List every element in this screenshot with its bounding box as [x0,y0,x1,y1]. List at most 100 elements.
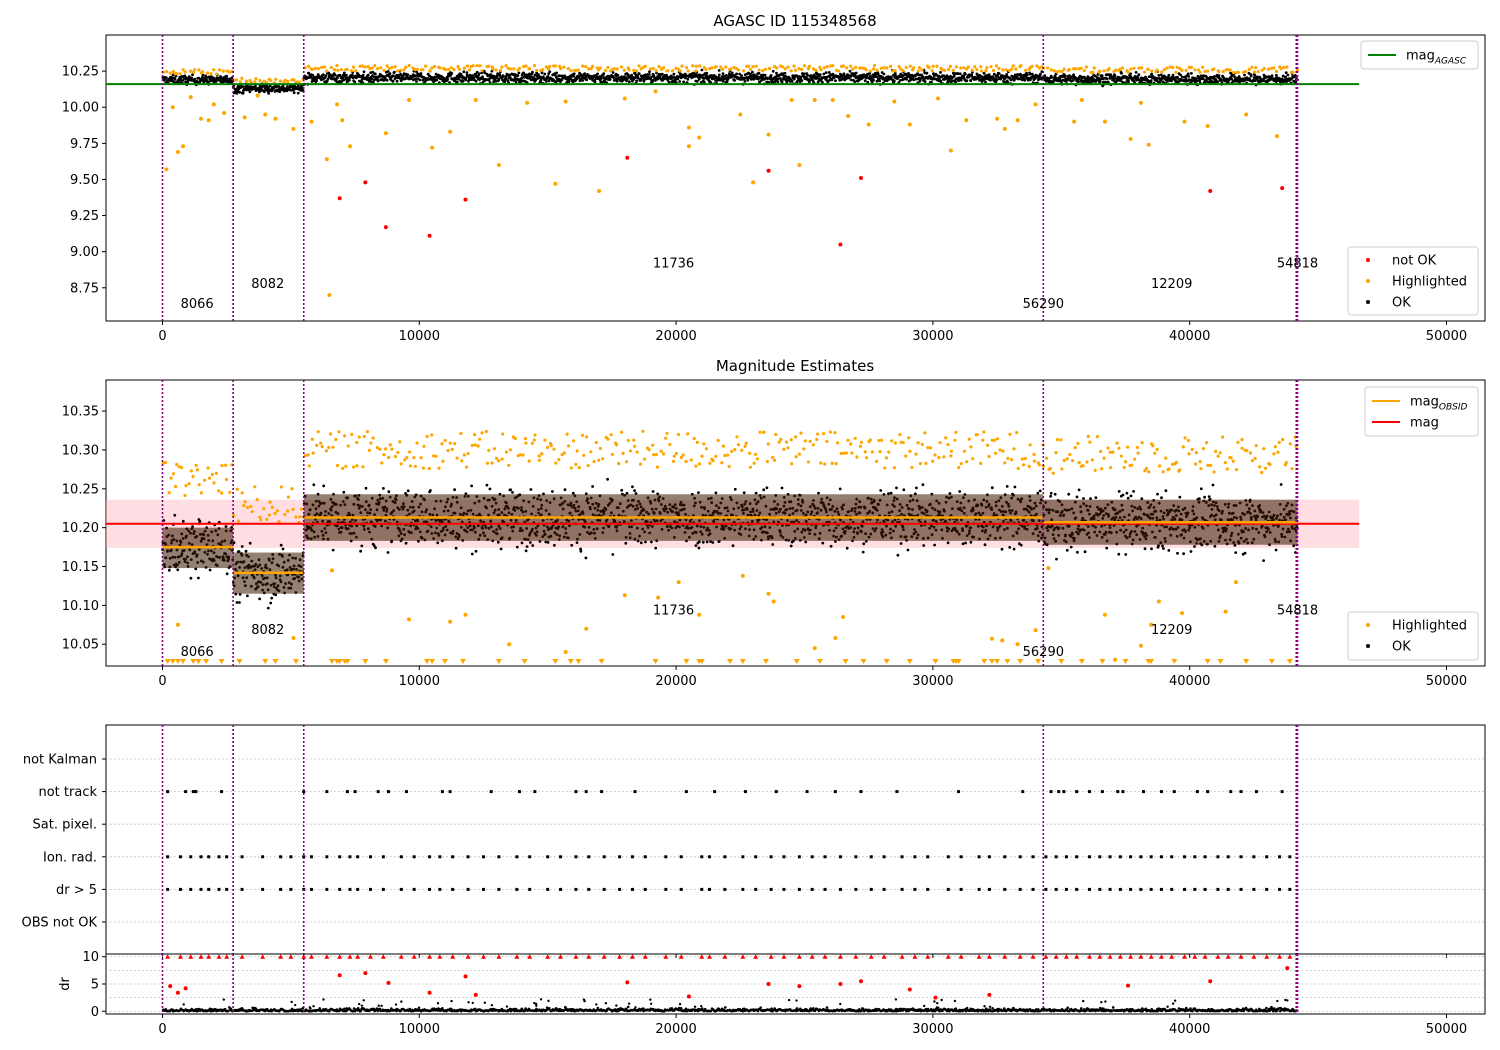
top-legend-entry-label: Highlighted [1392,275,1467,290]
top-highlighted-point [475,64,479,68]
top-highlighted-point [379,66,383,70]
top-ok-points-point [1170,79,1173,83]
top-ok-points-point [738,72,741,76]
mid-ok-points-point [208,568,212,572]
top-ok-points-point [898,79,902,82]
top-highlighted-point [532,63,537,68]
top-ok-points-point [770,81,774,84]
top-highlighted-point [800,67,804,72]
top-highlighted-point [504,63,508,68]
top-highlighted-point [871,67,876,71]
top-highlighted-point [920,68,924,72]
mid-ok-points-point [553,543,556,547]
top-highlighted-point [747,64,751,68]
top-highlighted-point [825,65,829,69]
top-ok-points-point [875,79,879,83]
top-ok-points-point [982,71,986,75]
mid-ok-points-point [312,483,316,487]
top-highlighted-point [848,64,853,68]
top-ok-points-point [677,75,681,79]
top-highlighted-point [783,67,787,71]
top-highlighted-point [581,64,585,68]
top-highlighted-point [258,78,262,83]
top-highlighted-point [430,145,435,150]
top-ok-points-point [406,73,410,77]
mid-ok-points-point [1075,495,1079,499]
mid-ok-points-point [644,540,647,544]
top-ok-points-point [818,73,822,76]
mid-ok-points-point [1082,497,1085,500]
top-highlighted-point [1243,69,1247,73]
top-ok-points-point [637,72,641,76]
top-highlighted-point [1253,70,1257,74]
top-ok-points-point [992,72,996,76]
top-ok-points-point [733,79,737,82]
top-ok-points-point [311,73,315,77]
top-highlighted-point [619,65,624,69]
mid-ok-points-point [189,576,193,580]
top-ok-points-point [201,75,204,79]
top-ok-points-point [1262,79,1265,83]
mid-ok-points-point [474,549,478,553]
top-highlighted-point [831,64,835,68]
top-ok-points-point [450,71,454,75]
top-ok-points-point [1100,74,1104,78]
top-highlighted-point [930,68,934,73]
top-ok-points-point [248,90,252,94]
mid-ok-points-point [705,540,709,544]
top-highlighted-point [666,69,670,73]
top-highlighted-point [819,68,823,72]
mid-ok-points-point [488,487,492,491]
top-highlighted-point [576,68,580,72]
top-ok-points-point [989,78,992,82]
top-ok-points-point [716,78,720,82]
top-highlighted-point [566,66,570,71]
top-y-tick-label: 10.00 [62,101,99,116]
top-ok-points-point [1227,81,1230,84]
top-highlighted-point [349,69,354,73]
top-highlighted-point [263,112,268,117]
top-highlighted-point [569,69,573,73]
top-highlighted-point [751,64,755,69]
top-highlighted-point [1138,100,1143,105]
top-ok-points-point [660,72,664,76]
top-highlighted-point [657,65,661,69]
top-highlighted-point [214,72,219,76]
top-ok-points-point [969,79,973,82]
top-ok-points-point [419,72,423,75]
top-ok-points-point [1186,72,1190,76]
top-highlighted-point [1155,68,1159,72]
top-ok-points-point [958,72,962,76]
top-ok-points-point [1125,75,1129,79]
top-highlighted-point [449,66,453,70]
mid-ok-points-point [525,545,529,548]
top-highlighted-point [402,68,406,72]
top-highlighted-point [559,66,563,71]
top-highlighted-point [438,66,442,70]
top-highlighted-point [340,118,345,123]
top-highlighted-point [1015,118,1020,123]
top-ok-points-point [1176,75,1179,79]
top-ok-points-point [808,78,812,82]
mid-ok-points-point [509,488,513,492]
mid-ok-points-point [906,548,910,552]
top-highlighted-point [212,68,216,72]
top-highlighted-point [244,79,249,83]
top-ok-points-point [1098,80,1102,83]
top-highlighted-point [307,64,311,68]
top-ok-points-point [792,77,796,81]
mid-ok-points-point [374,546,377,550]
top-ok-points-point [654,79,657,82]
top-highlighted-point [354,69,358,73]
top-highlighted-point [694,69,698,73]
top-ok-points-point [315,79,318,83]
top-highlighted-point [1247,67,1251,71]
top-ok-points-point [872,78,875,82]
top-ok-points-point [541,75,545,79]
top-ok-points-point [1136,75,1140,79]
mid-ok-points-point [270,596,274,600]
top-ok-points-point [545,80,548,83]
top-ok-points-point [965,79,969,83]
top-ok-points-point [520,76,523,80]
top-ok-points-point [514,80,518,84]
